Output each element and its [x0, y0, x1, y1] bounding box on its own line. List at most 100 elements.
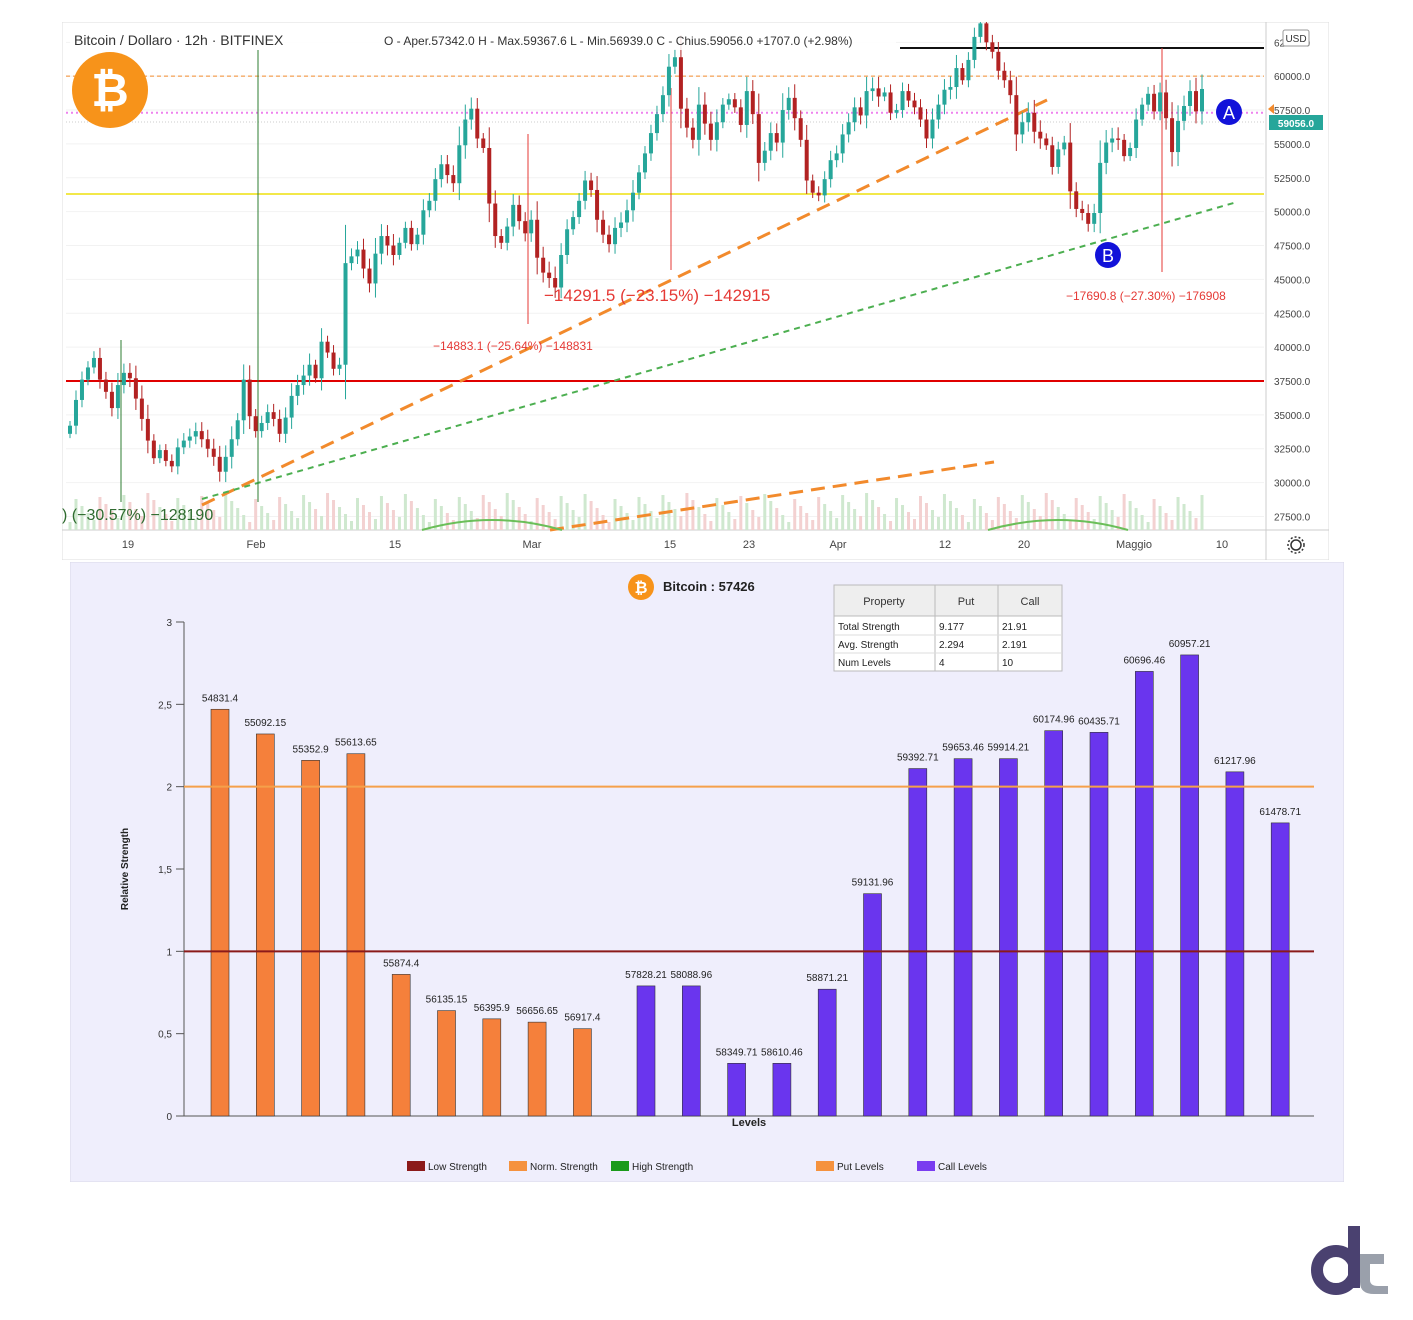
table-cell: 2.191: [1002, 640, 1027, 651]
candle-body: [960, 68, 965, 81]
last-price-badge: 59056.0: [1269, 115, 1323, 130]
time-tick-label: 10: [1216, 539, 1228, 551]
volume-bar: [266, 513, 270, 530]
candle-body: [361, 249, 366, 269]
y-tick-label: 0,5: [158, 1030, 172, 1041]
currency-button[interactable]: USD: [1282, 29, 1310, 47]
bitcoin-small-logo-icon: ₿: [628, 574, 654, 600]
candle-body: [936, 104, 941, 120]
candle-body: [1200, 88, 1204, 112]
volume-bar: [781, 515, 785, 530]
volume-bar: [158, 507, 162, 530]
volume-bar: [769, 501, 773, 530]
candle-body: [822, 179, 827, 196]
volume-bar: [385, 503, 389, 530]
price-tick-label: 35000.0: [1274, 411, 1311, 422]
call-level-bar: [908, 768, 928, 1117]
put-level-bar-label: 55613.65: [335, 738, 377, 749]
price-tick-label: 60000.0: [1274, 72, 1311, 83]
volume-bar: [877, 507, 881, 530]
settings-gear-icon[interactable]: [1287, 536, 1305, 554]
volume-bar: [829, 511, 833, 530]
candle-body: [1008, 80, 1013, 96]
candle-body: [229, 439, 234, 457]
volume-bar: [272, 520, 276, 530]
time-tick-label: 19: [122, 539, 134, 551]
candle-body: [439, 164, 444, 180]
call-level-bar-label: 61478.71: [1259, 807, 1301, 818]
legend: Low Strength Norm. Strength High Strengt…: [407, 1161, 987, 1173]
volume-bar: [176, 498, 180, 530]
call-level-bar: [1180, 654, 1199, 1117]
volume-bar: [727, 512, 731, 530]
candle-body: [1086, 213, 1091, 224]
time-tick-label: 15: [664, 539, 676, 551]
table-header-put: Put: [958, 596, 975, 608]
volume-bar: [397, 517, 401, 530]
candle-body: [427, 200, 432, 211]
volume-bar: [936, 517, 940, 530]
volume-bar: [1182, 504, 1186, 530]
call-level-bar: [953, 758, 973, 1117]
candle-body: [619, 222, 624, 228]
volume-bar: [541, 505, 545, 530]
volume-bar: [841, 495, 845, 530]
candle-body: [924, 119, 929, 139]
volume-bar: [170, 521, 174, 530]
candle-body: [187, 436, 192, 441]
bars-layer: 54831.4 55092.15 55352.9 55613.65 55874.4 561…: [202, 639, 1301, 1117]
volume-bar: [895, 498, 899, 530]
volume-bar: [1038, 516, 1042, 530]
table-cell: 4: [939, 658, 945, 669]
volume-bar: [643, 504, 647, 530]
candle-body: [151, 440, 156, 459]
volume-bar: [290, 511, 294, 530]
volume-bar: [918, 496, 922, 530]
candle-body: [906, 91, 911, 101]
candle-body: [589, 180, 594, 190]
volume-bar: [595, 508, 599, 530]
volume-bar: [110, 511, 114, 530]
volume-bar: [589, 501, 593, 530]
price-tick-label: 57500.0: [1274, 106, 1311, 117]
volume-bar: [302, 495, 306, 530]
volume-bar: [1062, 514, 1066, 530]
price-tick-label: 52500.0: [1274, 174, 1311, 185]
volume-bar: [1170, 520, 1174, 530]
price-tick-label: 55000.0: [1274, 140, 1311, 151]
candle-body: [1164, 92, 1169, 119]
volume-bar: [787, 522, 791, 530]
candle-body: [607, 234, 612, 245]
volume-bar: [954, 508, 958, 530]
volume-bar: [68, 522, 72, 530]
volume-bar: [775, 508, 779, 530]
volume-bar: [284, 504, 288, 530]
volume-bar: [1194, 518, 1198, 530]
candle-body: [996, 51, 1001, 71]
put-level-bar: [210, 708, 230, 1117]
orange-trendline: [201, 98, 1048, 507]
volume-bar: [972, 499, 976, 530]
volume-bar: [1140, 515, 1144, 530]
volume-bar: [1110, 510, 1114, 530]
volume-bar: [361, 505, 365, 530]
price-tick-label: 45000.0: [1274, 275, 1311, 286]
svg-text:A: A: [1223, 103, 1235, 123]
put-level-bar-label: 55874.4: [383, 958, 420, 969]
candle-body: [984, 23, 989, 43]
candle-body: [163, 450, 168, 461]
volume-bar: [475, 518, 479, 530]
volume-bar: [613, 499, 617, 530]
candle-body: [816, 192, 821, 196]
volume-bar: [930, 510, 934, 530]
volume-bar: [206, 503, 210, 530]
candle-body: [1002, 70, 1007, 81]
volume-bar: [439, 506, 443, 530]
volume-bar: [391, 510, 395, 530]
candle-body: [756, 114, 761, 163]
chart-title: Bitcoin : 57426: [663, 579, 755, 594]
call-level-bar-label: 59131.96: [852, 878, 894, 889]
volume-bar: [1068, 521, 1072, 530]
table-cell: 10: [1002, 658, 1014, 669]
candle-body: [1050, 145, 1055, 167]
